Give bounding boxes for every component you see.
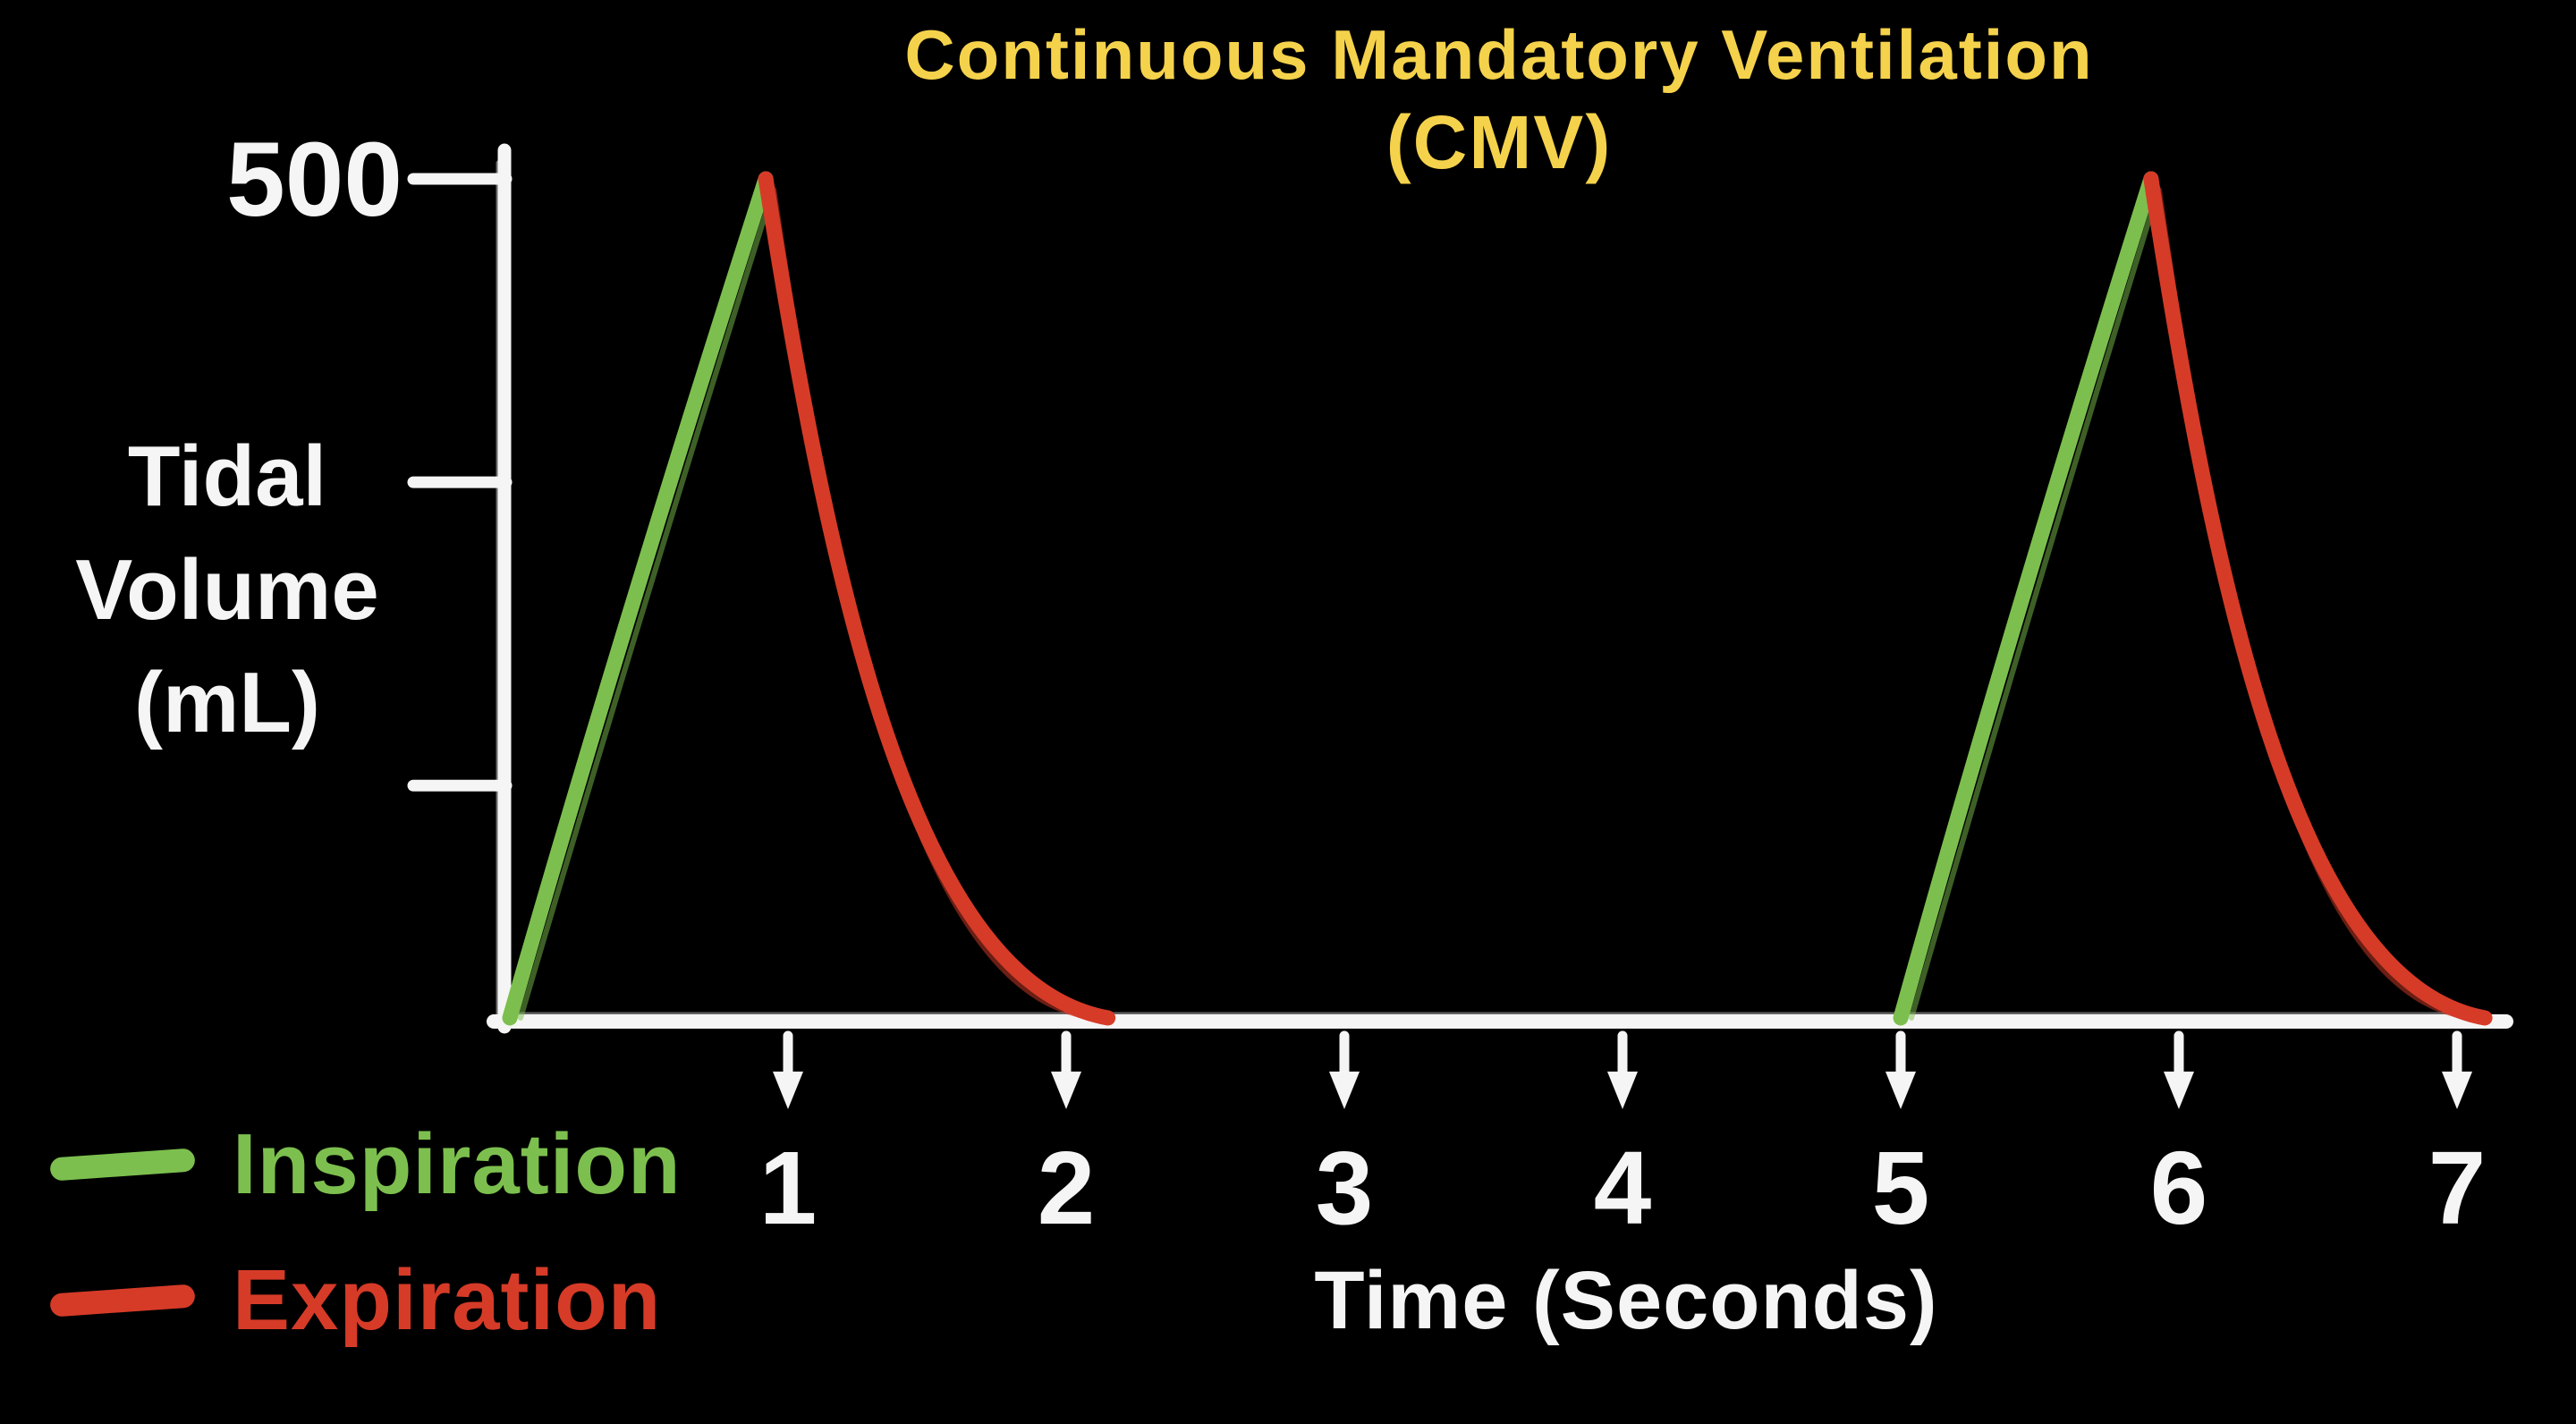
legend-label-expiration: Expiration [233, 1252, 662, 1348]
legend-label-inspiration: Inspiration [233, 1116, 682, 1212]
expiration-curve-texture [771, 187, 1104, 1021]
expiration-line-swatch [49, 1284, 196, 1318]
inspiration-curve [502, 171, 774, 1026]
x-axis-tick-arrowhead [1607, 1072, 1638, 1109]
y-axis-title-line-2: Volume [75, 541, 379, 638]
chart-title-line2: (CMV) [1385, 100, 1613, 184]
x-axis-tick-arrowhead [1329, 1072, 1360, 1109]
inspiration-curve-texture [1909, 191, 2160, 1021]
x-axis-title: Time (Seconds) [1314, 1255, 1938, 1346]
x-tick-label: 4 [1594, 1130, 1652, 1246]
chart-title-line1: Continuous Mandatory Ventilation [904, 15, 2094, 94]
inspiration-line-swatch [49, 1148, 196, 1182]
expiration-curve [758, 171, 1116, 1026]
x-axis-tick-arrowhead [773, 1072, 803, 1109]
y-axis-title-line-1: Tidal [127, 428, 327, 524]
x-tick-label: 6 [2150, 1130, 2208, 1246]
x-tick-label: 5 [1872, 1130, 1930, 1246]
y-axis-title-line-3: (mL) [134, 655, 320, 751]
x-axis-tick-arrowhead [1051, 1072, 1081, 1109]
y-axis-title: Tidal Volume (mL) [27, 420, 428, 760]
x-axis-tick-arrowhead [2164, 1072, 2194, 1109]
x-axis-tick-arrowhead [1885, 1072, 1916, 1109]
expiration-curve [2143, 171, 2493, 1026]
inspiration-curve-texture [518, 191, 775, 1021]
legend-item-inspiration: Inspiration [49, 1116, 682, 1212]
x-tick-label: 7 [2428, 1130, 2487, 1246]
legend-item-expiration: Expiration [49, 1252, 662, 1348]
x-tick-label: 1 [759, 1130, 818, 1246]
y-axis-max-tick-label: 500 [226, 121, 402, 239]
x-axis-tick-arrowhead [2442, 1072, 2472, 1109]
x-tick-label: 2 [1038, 1130, 1096, 1246]
inspiration-curve [1893, 171, 2159, 1026]
expiration-curve-texture [2156, 187, 2481, 1021]
chart-title: Continuous Mandatory Ventilation (CMV) [904, 14, 2093, 186]
x-tick-label: 3 [1316, 1130, 1374, 1246]
